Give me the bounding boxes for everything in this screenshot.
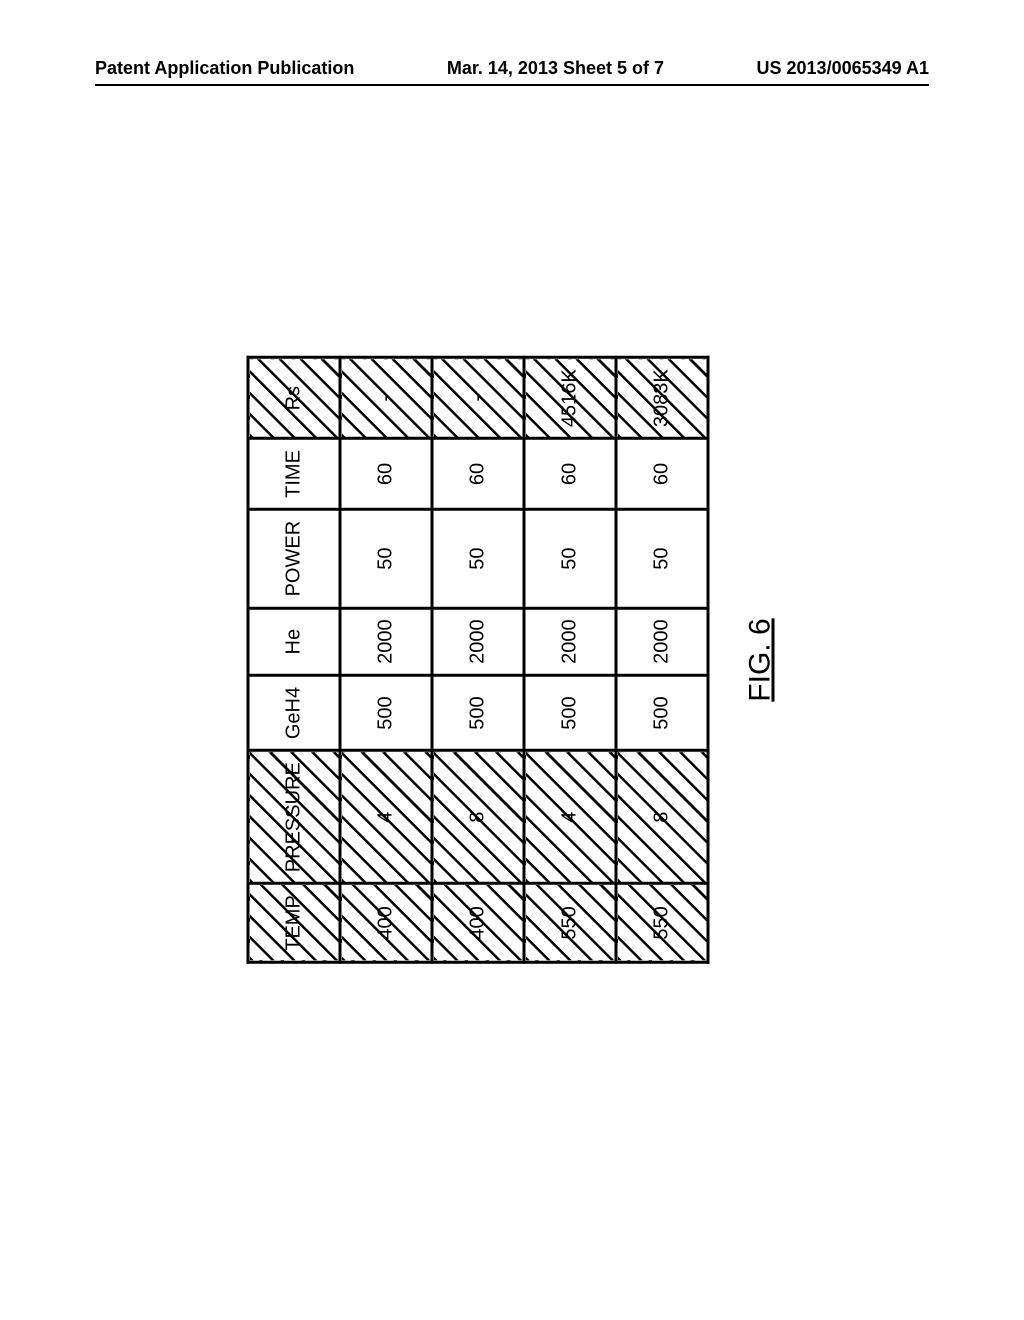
col-header-rs: Rs (248, 358, 340, 439)
cell-he: 2000 (524, 608, 616, 676)
cell-temp: 400 (432, 884, 524, 963)
table-body: 400 4 500 2000 50 60 - 400 8 500 2000 50… (340, 358, 708, 963)
cell-temp: 550 (616, 884, 708, 963)
cell-rs: 4516K (524, 358, 616, 439)
cell-he: 2000 (340, 608, 432, 676)
table-row: 400 4 500 2000 50 60 - (340, 358, 432, 963)
cell-time: 60 (616, 439, 708, 510)
col-header-time: TIME (248, 439, 340, 510)
cell-he: 2000 (432, 608, 524, 676)
table-row: 550 4 500 2000 50 60 4516K (524, 358, 616, 963)
cell-time: 60 (524, 439, 616, 510)
page-header: Patent Application Publication Mar. 14, … (0, 58, 1024, 79)
cell-temp: 550 (524, 884, 616, 963)
col-header-power: POWER (248, 509, 340, 608)
cell-geh4: 500 (616, 675, 708, 750)
cell-power: 50 (524, 509, 616, 608)
cell-time: 60 (432, 439, 524, 510)
header-docnumber: US 2013/0065349 A1 (757, 58, 929, 79)
figure-label: FIG. 6 (744, 356, 778, 964)
cell-geh4: 500 (432, 675, 524, 750)
cell-rs: - (340, 358, 432, 439)
figure-area: TEMP PRESSURE GeH4 He POWER TIME Rs 400 … (247, 356, 778, 964)
cell-rs: - (432, 358, 524, 439)
col-header-geh4: GeH4 (248, 675, 340, 750)
cell-pressure: 8 (616, 751, 708, 884)
cell-he: 2000 (616, 608, 708, 676)
col-header-temp: TEMP (248, 884, 340, 963)
header-date-sheet: Mar. 14, 2013 Sheet 5 of 7 (447, 58, 664, 79)
cell-pressure: 4 (524, 751, 616, 884)
cell-temp: 400 (340, 884, 432, 963)
header-rule (95, 84, 929, 86)
table-row: 400 8 500 2000 50 60 - (432, 358, 524, 963)
process-table: TEMP PRESSURE GeH4 He POWER TIME Rs 400 … (247, 356, 710, 964)
cell-time: 60 (340, 439, 432, 510)
cell-geh4: 500 (524, 675, 616, 750)
cell-rs: 3083K (616, 358, 708, 439)
table-row: 550 8 500 2000 50 60 3083K (616, 358, 708, 963)
cell-geh4: 500 (340, 675, 432, 750)
cell-power: 50 (616, 509, 708, 608)
cell-power: 50 (340, 509, 432, 608)
header-publication: Patent Application Publication (95, 58, 354, 79)
cell-pressure: 4 (340, 751, 432, 884)
cell-pressure: 8 (432, 751, 524, 884)
col-header-pressure: PRESSURE (248, 751, 340, 884)
cell-power: 50 (432, 509, 524, 608)
col-header-he: He (248, 608, 340, 676)
table-header-row: TEMP PRESSURE GeH4 He POWER TIME Rs (248, 358, 340, 963)
